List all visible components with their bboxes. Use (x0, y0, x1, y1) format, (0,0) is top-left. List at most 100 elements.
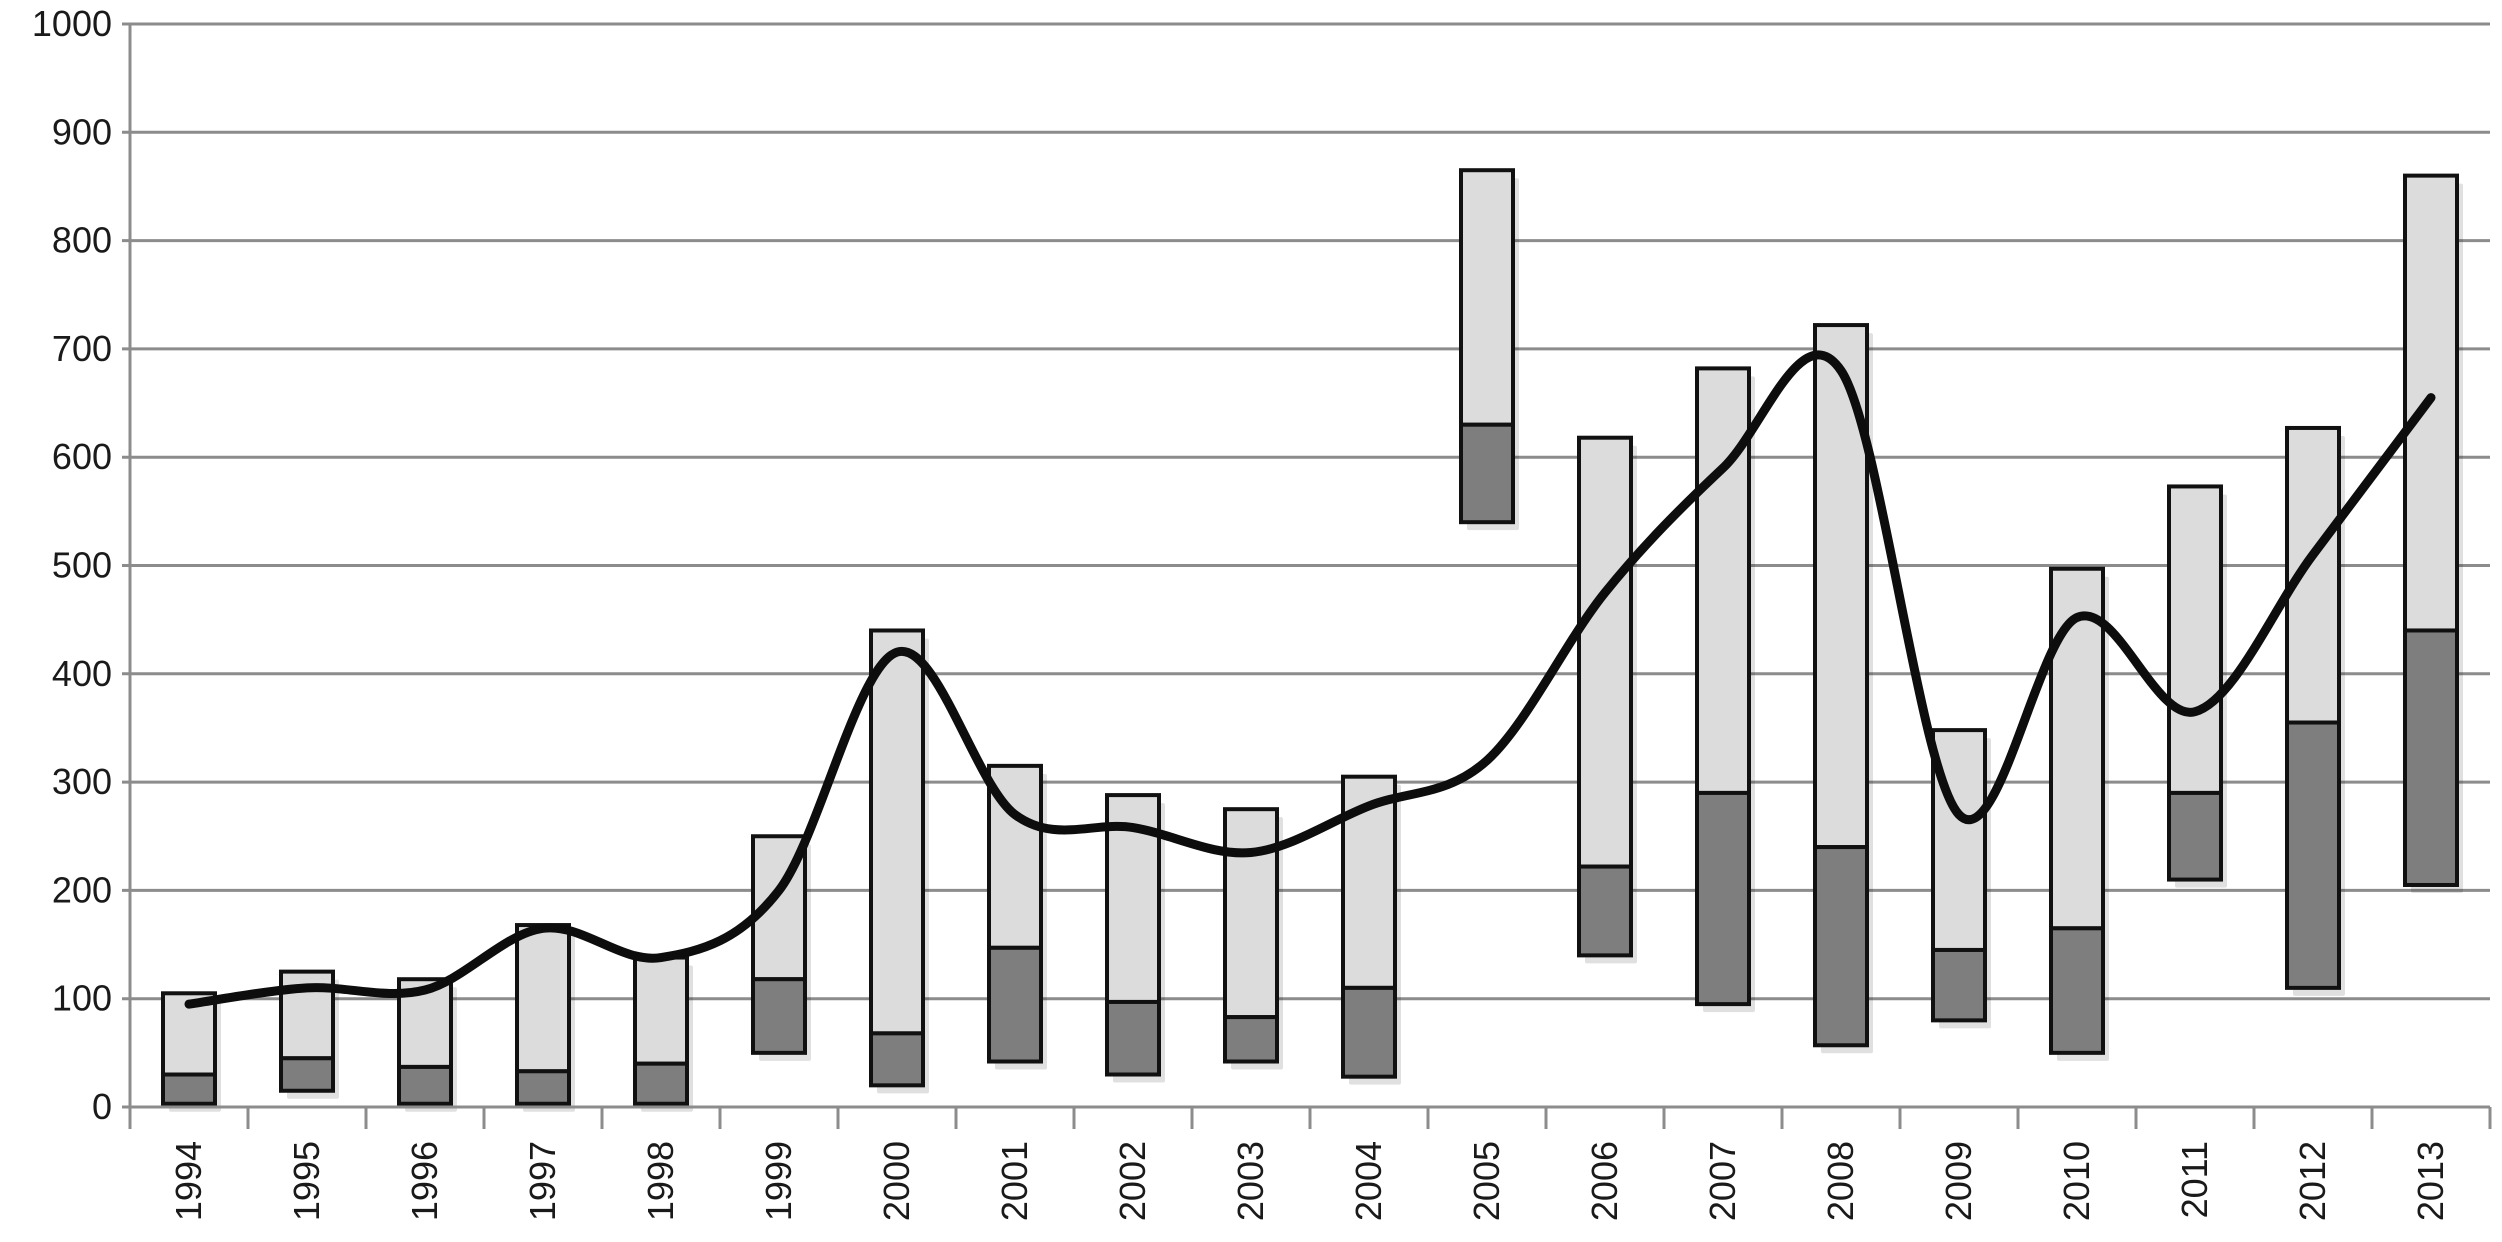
trend-point-2000 (894, 649, 900, 656)
bar-dark-2012 (2285, 720, 2341, 990)
bar-group-2004 (1341, 774, 1401, 1085)
bar-group-2012 (2285, 425, 2345, 996)
x-tick-label-2005: 2005 (1466, 1141, 1507, 1221)
bar-dark-2005 (1459, 422, 1515, 525)
bar-light-2007 (1695, 366, 1751, 795)
bar-light-2011 (2167, 484, 2223, 795)
trend-point-1998 (658, 954, 664, 961)
bar-group-2006 (1577, 435, 1637, 964)
x-tick-label-2009: 2009 (1938, 1141, 1979, 1221)
bar-dark-2011 (2167, 790, 2223, 882)
bar-group-2005 (1459, 168, 1519, 531)
bar-group-2001 (987, 763, 1047, 1070)
trend-point-2006 (1602, 589, 1608, 596)
bar-dark-1994 (161, 1072, 217, 1106)
bar-group-2011 (2167, 484, 2227, 888)
x-tick-label-2010: 2010 (2056, 1141, 2097, 1221)
bar-dark-1995 (279, 1056, 335, 1093)
bar-dark-2008 (1813, 845, 1869, 1048)
bar-dark-2007 (1695, 790, 1751, 1007)
trend-point-2004 (1366, 802, 1372, 809)
x-tick-label-2013: 2013 (2410, 1141, 2451, 1221)
bar-dark-2000 (869, 1031, 925, 1088)
y-tick-label: 1000 (32, 3, 112, 44)
x-tick-label-2011: 2011 (2174, 1141, 2215, 1218)
bar-light-2012 (2285, 425, 2341, 725)
bar-group-1997 (515, 923, 575, 1112)
y-tick-label: 0 (92, 1086, 112, 1127)
x-tick-label-2008: 2008 (1820, 1141, 1861, 1221)
bar-group-2008 (1813, 323, 1873, 1054)
x-tick-label-1996: 1996 (404, 1141, 445, 1221)
y-tick-label: 200 (52, 869, 112, 910)
trend-point-1997 (540, 925, 546, 932)
trend-point-1994 (186, 1001, 192, 1008)
x-tick-label-1994: 1994 (168, 1141, 209, 1221)
trend-line-layer (184, 350, 2436, 1009)
bar-group-2013 (2403, 173, 2463, 893)
x-tick-label-2001: 2001 (994, 1141, 1035, 1221)
bar-group-2003 (1223, 807, 1283, 1070)
y-tick-label: 100 (52, 978, 112, 1019)
trend-point-1995 (304, 984, 310, 991)
bar-dark-2010 (2049, 926, 2105, 1055)
x-tick-label-2012: 2012 (2292, 1141, 2333, 1221)
trend-point-2012 (2310, 551, 2316, 558)
bar-dark-2006 (1577, 864, 1633, 958)
x-tick-label-1997: 1997 (522, 1141, 563, 1221)
gridlines (122, 22, 2490, 1109)
y-tick-label: 300 (52, 761, 112, 802)
bar-dark-1998 (633, 1061, 689, 1106)
bar-group-2000 (869, 628, 929, 1094)
trend-point-2001 (1012, 811, 1018, 818)
bar-dark-2004 (1341, 985, 1397, 1079)
bar-light-1997 (515, 923, 571, 1074)
x-tick-label-2007: 2007 (1702, 1141, 1743, 1221)
bar-dark-1999 (751, 977, 807, 1055)
trend-point-2005 (1484, 757, 1490, 764)
bar-light-2003 (1223, 807, 1279, 1020)
bar-light-2006 (1577, 435, 1633, 869)
bar-group-2002 (1105, 793, 1165, 1083)
trend-point-2007 (1720, 465, 1726, 472)
bar-dark-1996 (397, 1064, 453, 1106)
bar-dark-2003 (1223, 1015, 1279, 1064)
trend-point-2009 (1956, 811, 1962, 818)
bars (161, 168, 2463, 1112)
x-tick-label-2003: 2003 (1230, 1141, 1271, 1221)
bar-group-1998 (633, 955, 693, 1112)
trend-point-2011 (2192, 708, 2198, 715)
x-tick-label-1999: 1999 (758, 1141, 799, 1221)
y-tick-label: 900 (52, 111, 112, 152)
bar-dark-2002 (1105, 999, 1161, 1077)
x-tick-label-1995: 1995 (286, 1141, 327, 1221)
x-tick-label-2004: 2004 (1348, 1141, 1389, 1221)
bar-light-2000 (869, 628, 925, 1036)
bar-dark-2001 (987, 945, 1043, 1064)
trend-point-1996 (422, 987, 428, 994)
bar-dark-2009 (1931, 947, 1987, 1023)
y-tick-label: 400 (52, 653, 112, 694)
bar-light-2005 (1459, 168, 1515, 427)
trend-point-2008 (1838, 367, 1844, 374)
trend-point-2003 (1248, 849, 1254, 856)
trend-point-2002 (1130, 824, 1136, 831)
x-tick-label-1998: 1998 (640, 1141, 681, 1221)
bar-light-1998 (633, 955, 689, 1066)
bar-group-1994 (161, 991, 221, 1112)
trend-point-2013 (2428, 394, 2434, 401)
y-tick-label: 700 (52, 328, 112, 369)
bar-group-2010 (2049, 566, 2109, 1061)
trend-point-1999 (776, 887, 782, 894)
y-tick-label: 800 (52, 220, 112, 261)
x-tick-label-2000: 2000 (876, 1141, 917, 1221)
bar-group-1996 (397, 977, 457, 1112)
x-axis: 1994 1995 1996 1997 1998 1999 2000 2001 2002 2003… (128, 1105, 2492, 1221)
bar-group-1999 (751, 834, 811, 1061)
bar-dark-1997 (515, 1069, 571, 1106)
bar-group-2007 (1695, 366, 1755, 1013)
y-tick-label: 500 (52, 545, 112, 586)
trend-point-2010 (2074, 614, 2080, 621)
